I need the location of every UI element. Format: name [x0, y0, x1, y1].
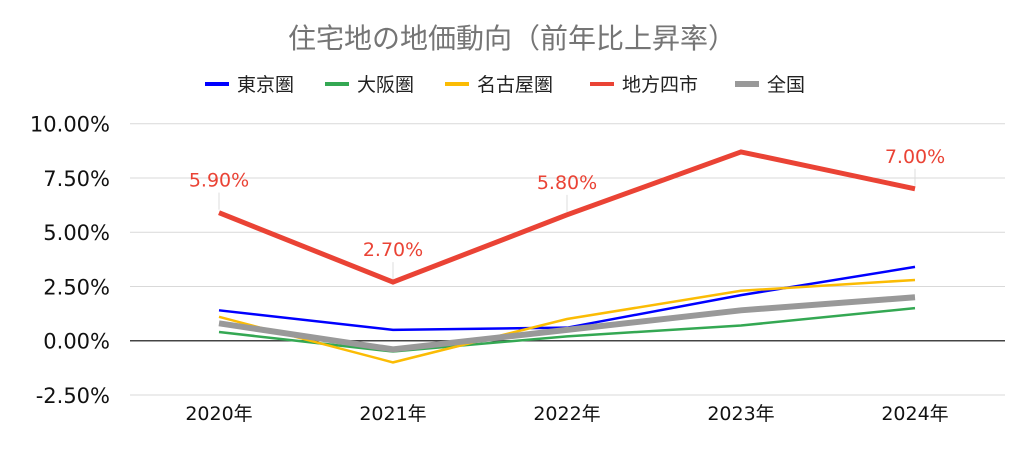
- series-line-大阪圏: [218, 306, 916, 353]
- y-tick-label: -2.50%: [36, 384, 110, 408]
- legend-label: 名古屋圏: [477, 74, 553, 96]
- data-label: 5.90%: [189, 170, 249, 192]
- y-tick-label: 10.00%: [30, 113, 110, 137]
- x-tick-label: 2020年: [185, 403, 252, 425]
- x-tick-label: 2024年: [881, 403, 948, 425]
- data-label: 5.80%: [537, 172, 597, 194]
- x-tick-label: 2023年: [707, 403, 774, 425]
- data-label: 2.70%: [363, 239, 423, 261]
- y-tick-label: 2.50%: [43, 275, 110, 299]
- chart-title: 住宅地の地価動向（前年比上昇率）: [288, 22, 736, 55]
- x-tick-label: 2021年: [359, 403, 426, 425]
- series-line-東京圏: [218, 265, 916, 332]
- legend-label: 全国: [767, 74, 805, 96]
- series-line-名古屋圏: [218, 278, 916, 364]
- series-line-全国: [218, 294, 916, 353]
- x-tick-label: 2022年: [533, 403, 600, 425]
- legend-label: 大阪圏: [357, 74, 414, 96]
- y-tick-label: 5.00%: [43, 221, 110, 245]
- y-tick-label: 7.50%: [43, 167, 110, 191]
- series-line-地方四市: [218, 149, 916, 285]
- y-tick-label: 0.00%: [43, 330, 110, 354]
- legend-label: 地方四市: [622, 74, 698, 96]
- data-label: 7.00%: [885, 146, 945, 168]
- legend-label: 東京圏: [237, 74, 294, 96]
